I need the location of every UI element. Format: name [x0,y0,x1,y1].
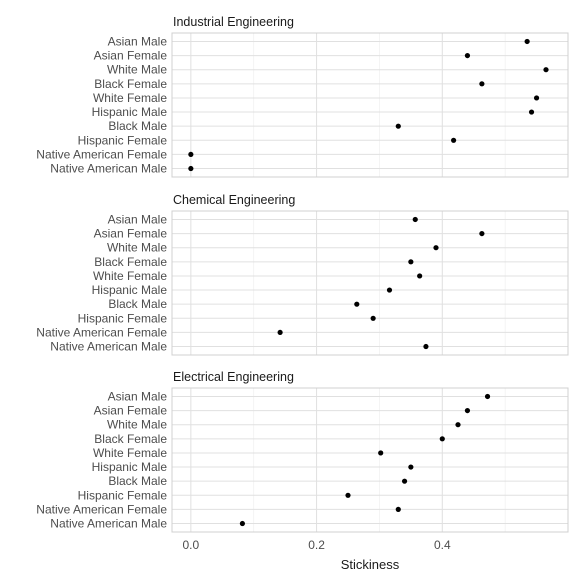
category-label: Hispanic Female [78,488,168,502]
category-label: White Female [93,269,167,283]
panel-border [171,32,569,178]
data-point [412,216,418,223]
category-label: Native American Female [36,502,167,516]
category-label: Black Male [108,119,167,133]
category-label: Black Female [94,255,167,269]
category-label: White Female [93,91,167,105]
data-point [395,506,401,513]
data-point [479,230,485,237]
category-label: Asian Male [108,389,168,403]
category-label: Native American Male [50,162,167,176]
category-label: Asian Male [108,212,168,226]
data-point [533,95,540,101]
data-point [451,137,457,143]
data-point [188,151,194,158]
category-label: Black Female [94,77,167,91]
category-label: Hispanic Male [92,283,168,297]
category-label: Hispanic Female [78,311,168,325]
panel-title: Electrical Engineering [173,370,294,384]
x-tick-label: 0.2 [308,538,325,552]
data-point [395,123,401,129]
category-label: White Female [93,446,167,460]
panel-border [171,387,569,533]
category-label: Native American Male [50,517,167,531]
category-label: Native American Female [36,147,167,161]
data-point [408,464,414,470]
x-axis-title: Stickiness [341,557,400,572]
data-point [433,245,439,251]
data-point [378,450,384,456]
data-point [439,436,445,442]
category-label: White Male [107,418,167,432]
x-tick-label: 0.0 [183,538,200,552]
panel-title: Chemical Engineering [173,193,295,207]
data-point [524,38,530,45]
data-point [417,273,423,279]
data-point [484,393,491,400]
category-label: Native American Male [50,340,167,354]
category-label: Black Male [108,474,167,488]
data-point [401,478,408,484]
category-label: Native American Female [36,325,167,339]
data-point [455,422,461,428]
category-label: Asian Male [108,34,168,48]
category-label: Asian Female [94,227,168,241]
category-label: Hispanic Female [78,133,168,147]
data-point [386,287,393,293]
data-point [370,315,376,321]
data-point [479,81,485,87]
data-point [464,52,471,59]
x-tick-label: 0.4 [434,538,451,552]
category-label: Black Female [94,432,167,446]
panel-title: Industrial Engineering [173,15,294,29]
data-point [528,109,535,115]
category-label: Hispanic Male [92,460,168,474]
category-label: White Male [107,63,167,77]
category-label: White Male [107,241,167,255]
data-point [464,407,471,414]
category-label: Black Male [108,297,167,311]
data-point [239,520,245,527]
data-point [543,67,549,73]
data-point [408,259,414,265]
data-point [354,301,360,307]
x-axis: 0.0 0.2 0.4 [183,538,451,552]
category-label: Asian Female [94,404,168,418]
category-label: Hispanic Male [92,105,168,119]
data-point [345,492,351,498]
panel-border [171,210,569,356]
category-label: Asian Female [94,49,168,63]
data-point [423,343,429,350]
data-point [277,329,283,336]
data-point [188,165,194,172]
